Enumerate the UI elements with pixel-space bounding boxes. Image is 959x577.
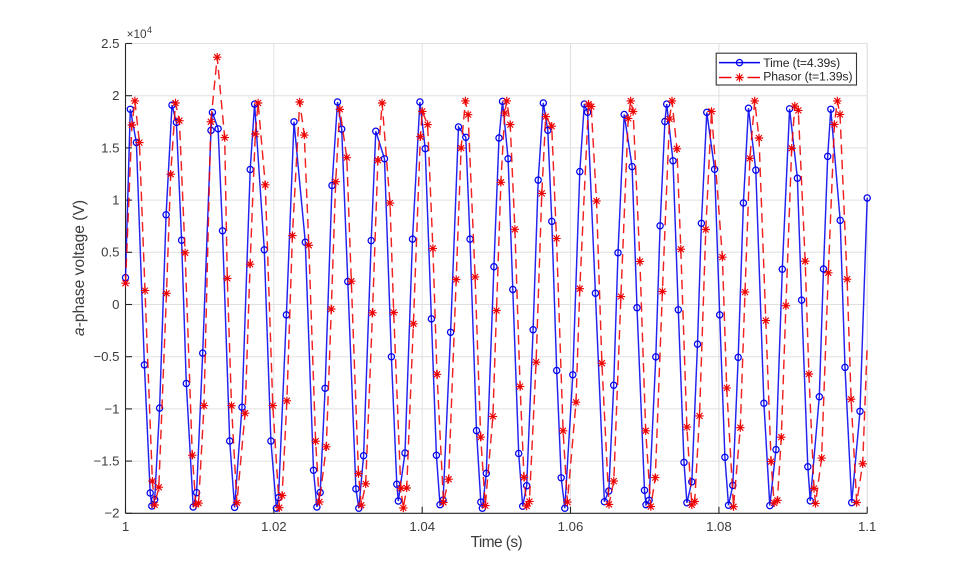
svg-text:1.08: 1.08: [706, 519, 732, 534]
svg-text:0.5: 0.5: [101, 245, 119, 260]
svg-text:2.5: 2.5: [101, 36, 119, 51]
svg-text:×10: ×10: [127, 27, 147, 41]
svg-text:Time (t=4.39s): Time (t=4.39s): [763, 56, 840, 70]
svg-text:1.5: 1.5: [101, 140, 119, 155]
svg-text:2: 2: [112, 88, 119, 103]
svg-text:a-phase voltage (V): a-phase voltage (V): [71, 200, 88, 336]
svg-text:−1.5: −1.5: [93, 454, 119, 469]
svg-text:1.06: 1.06: [558, 519, 584, 534]
svg-text:1.02: 1.02: [261, 519, 287, 534]
svg-text:1.1: 1.1: [858, 519, 876, 534]
svg-text:Phasor (t=1.39s): Phasor (t=1.39s): [763, 69, 852, 83]
svg-text:1: 1: [112, 193, 119, 208]
svg-text:−1: −1: [104, 401, 119, 416]
svg-text:1: 1: [122, 519, 129, 534]
svg-text:−0.5: −0.5: [93, 349, 119, 364]
svg-text:0: 0: [112, 297, 119, 312]
svg-text:1.04: 1.04: [409, 519, 435, 534]
svg-text:Time (s): Time (s): [471, 534, 523, 551]
svg-text:−2: −2: [104, 506, 119, 521]
svg-text:4: 4: [147, 25, 152, 35]
